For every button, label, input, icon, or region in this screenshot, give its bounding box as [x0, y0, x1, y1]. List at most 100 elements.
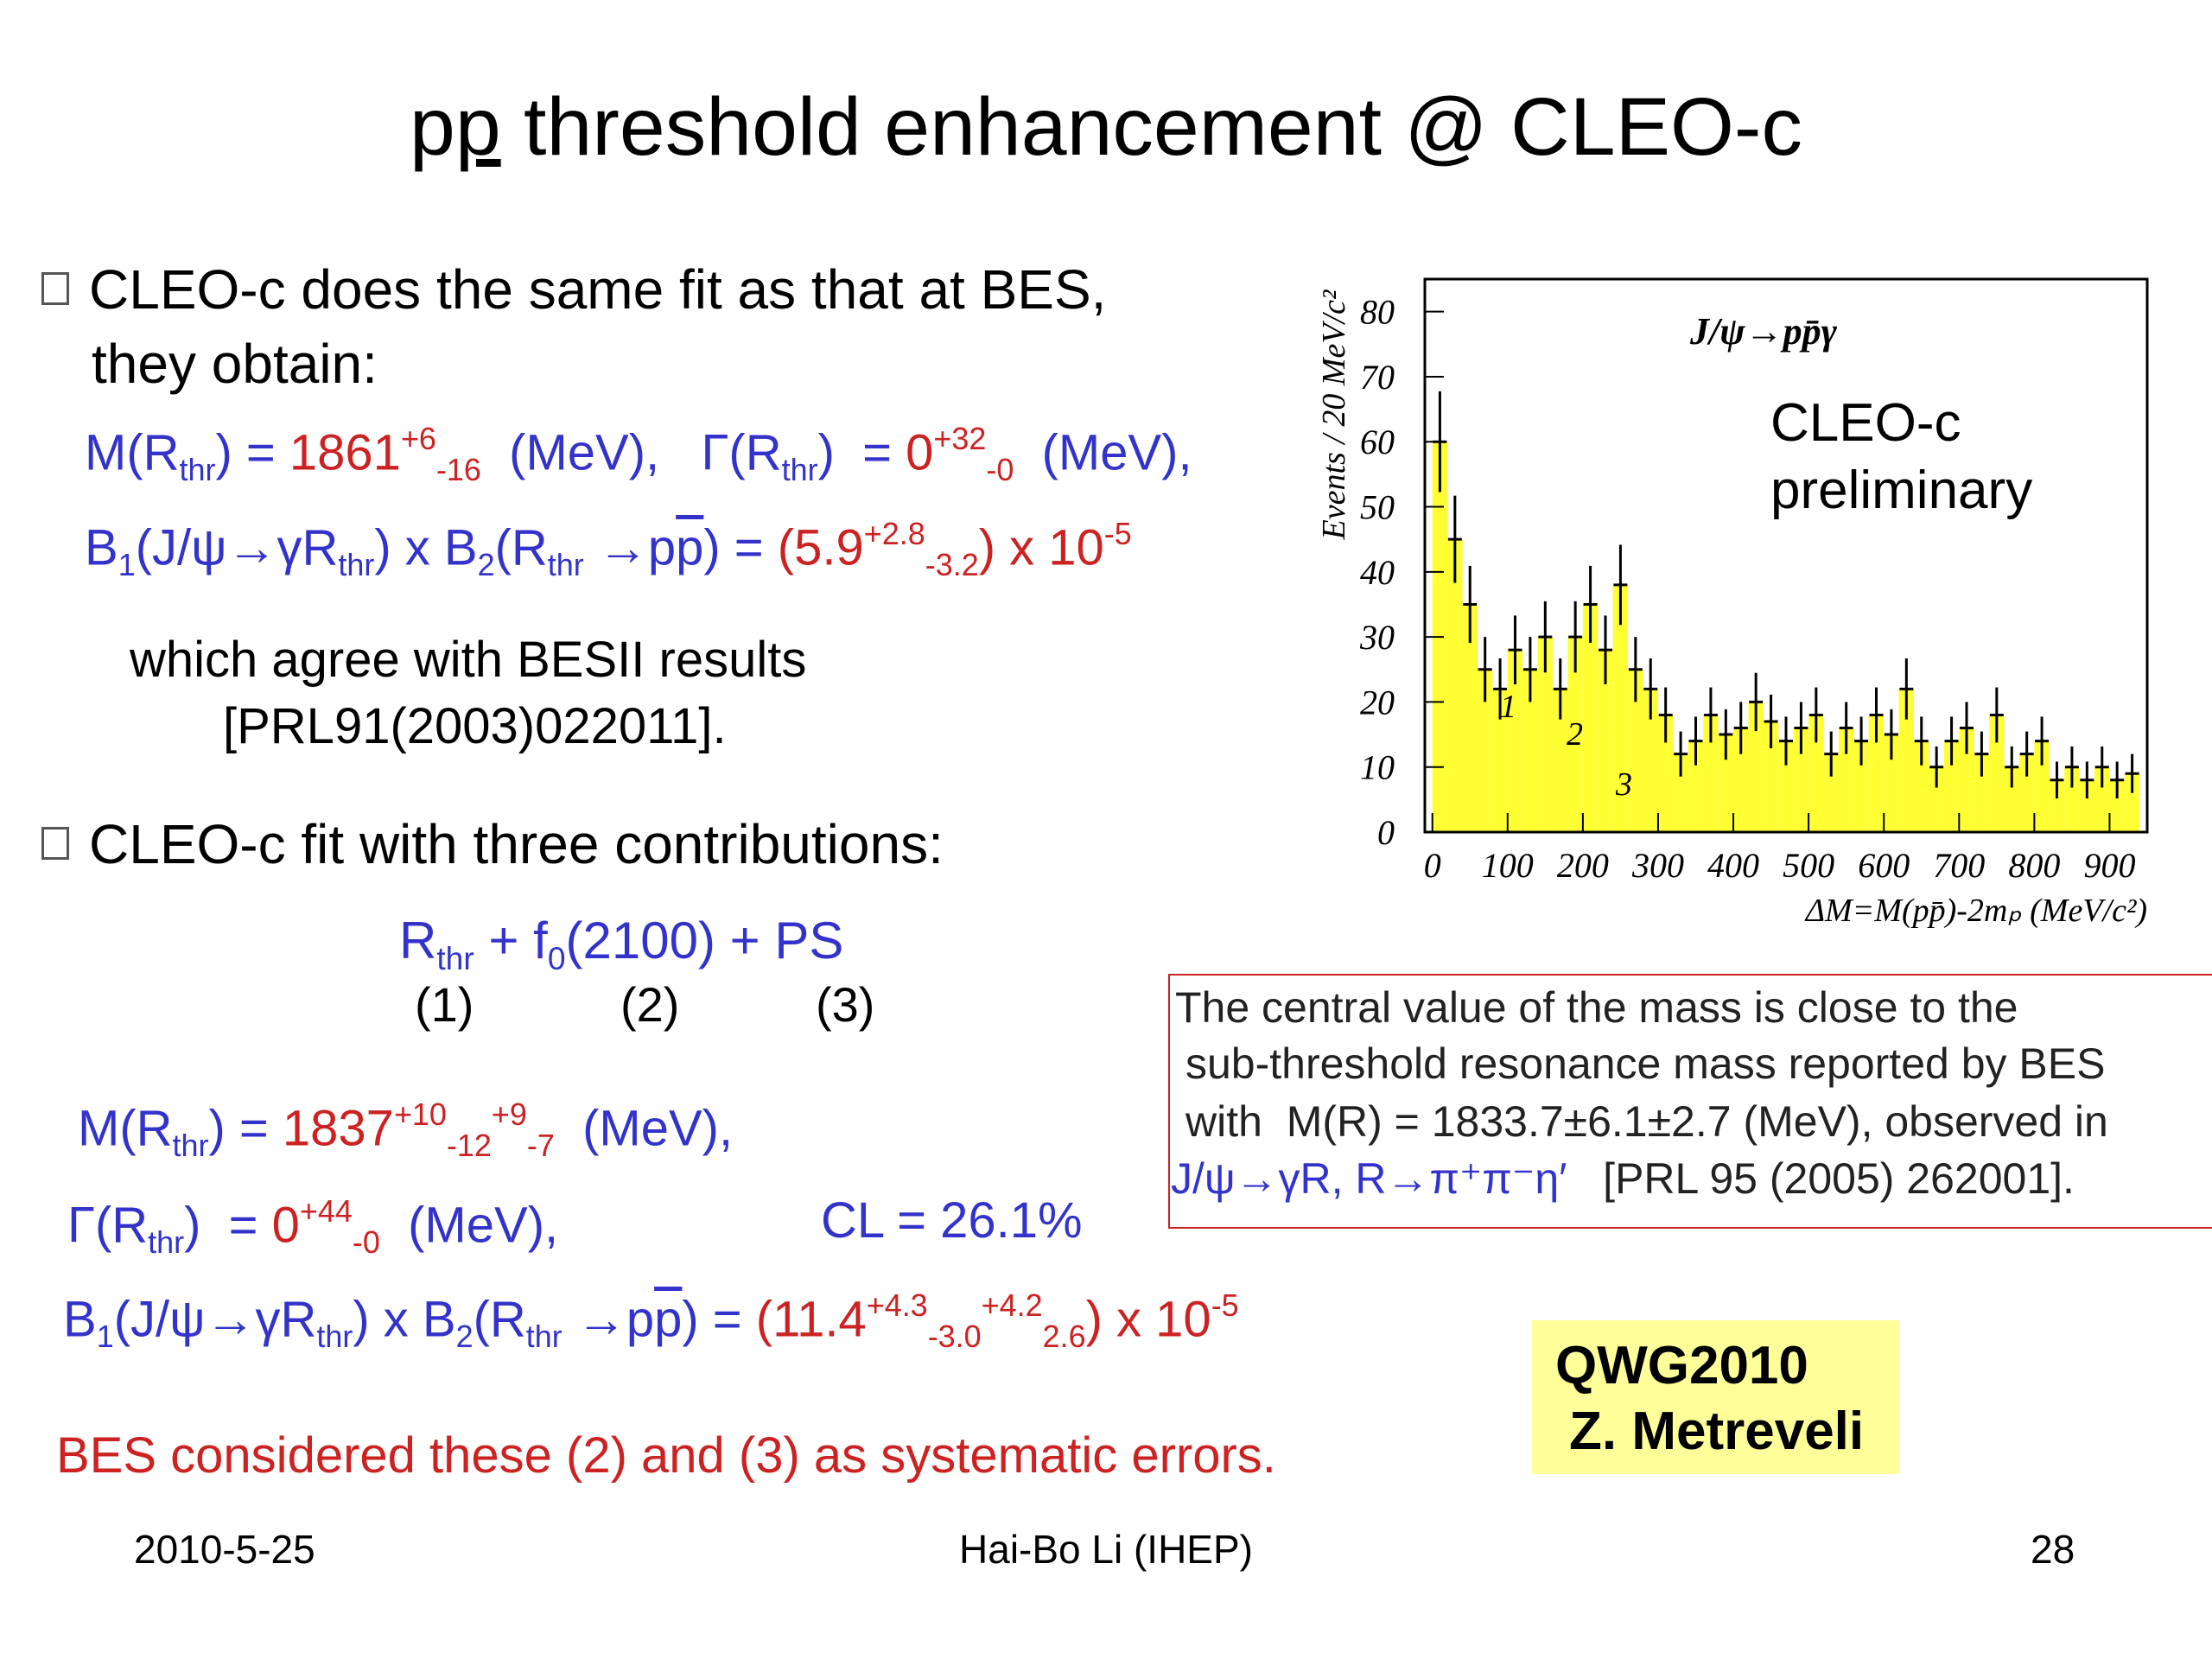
text-run: ) =: [817, 424, 906, 481]
credit-text: QWG2010: [1555, 1336, 1808, 1395]
text-run: ) =: [215, 424, 289, 481]
data-point: [1929, 746, 1944, 788]
component-label: 3: [1615, 766, 1632, 803]
credit-box: [1532, 1320, 1899, 1474]
formula: Γ(Rthr) = 0+44-0 (MeV),: [67, 1196, 558, 1258]
data-point: [1613, 544, 1628, 626]
plot-title: J/ψ→pp̄γ: [1689, 310, 1838, 353]
data-point: [2050, 761, 2064, 799]
text-run: -0: [986, 451, 1014, 487]
histogram-bar: [1748, 702, 1764, 832]
bullet-text: they obtain:: [92, 333, 378, 395]
text-run: + f: [474, 912, 548, 969]
text-run: ): [978, 519, 996, 576]
histogram-bar: [1598, 650, 1613, 832]
component-label: 1: [1500, 689, 1516, 725]
text-run: -3.0: [927, 1318, 982, 1354]
histogram-bar: [2064, 766, 2080, 832]
histogram-bar: [1628, 669, 1643, 832]
note-text: with M(R) = 1833.7±6.1±2.7 (MeV), observ…: [1185, 1097, 2108, 1146]
y-tick-label: 10: [1360, 748, 1395, 787]
x-tick-label: 700: [1933, 846, 1985, 885]
text-run: ) =: [208, 1100, 283, 1157]
x-tick-label: 0: [1424, 846, 1441, 885]
x-axis-label: ΔM=M(pp̄)-2mₚ (MeV/c²): [1804, 893, 2147, 929]
histogram-bar: [1612, 584, 1629, 832]
text-run: +2.8: [863, 516, 925, 551]
data-point: [1884, 709, 1898, 760]
text-run: (R: [494, 519, 548, 576]
data-point: [1808, 687, 1823, 743]
text-run: B: [63, 1291, 97, 1348]
conclusion: BES considered these (2) and (3) as syst…: [56, 1427, 1276, 1484]
histogram-bar: [1868, 715, 1885, 832]
text-run: Γ(R: [67, 1197, 149, 1254]
y-tick-label: 20: [1360, 683, 1395, 721]
data-point: [1674, 731, 1688, 777]
text-run: 2.6: [1042, 1318, 1086, 1354]
histogram-bar: [1959, 728, 1974, 832]
text-run: ) =: [682, 1291, 756, 1348]
text-run: 1: [118, 546, 136, 582]
text-run: →p: [583, 519, 677, 576]
text-run: M(R: [85, 424, 180, 481]
text-run: (J/ψ→γR: [135, 519, 339, 576]
text-run: R: [399, 912, 437, 969]
data-point: [1447, 495, 1462, 583]
text-run: p: [409, 81, 455, 173]
x-tick-label: 200: [1557, 846, 1609, 885]
text-run: thr: [525, 1318, 563, 1354]
x-tick-label: 400: [1707, 846, 1759, 885]
x-tick-label: 600: [1858, 846, 1910, 885]
data-point: [1899, 658, 1914, 720]
text-run: +6: [400, 421, 436, 456]
data-point: [1719, 709, 1733, 760]
text-run: thr: [179, 451, 216, 487]
data-point: [1703, 687, 1718, 743]
histogram-bar: [2109, 779, 2125, 832]
text-run: ) =: [703, 519, 778, 576]
component-label: 2: [1567, 716, 1583, 753]
data-point: [1824, 731, 1839, 777]
histogram-bar: [1823, 753, 1839, 832]
x-tick-label: 900: [2083, 846, 2135, 885]
text-run: +9: [491, 1096, 527, 1132]
histogram-bar: [2049, 779, 2065, 832]
text-run: thr: [436, 940, 474, 977]
x-tick-label: 500: [1783, 846, 1834, 885]
text-run: -0: [352, 1224, 380, 1260]
histogram-bar: [1718, 734, 1734, 832]
text: [PRL91(2003)022011].: [223, 698, 727, 754]
formula: M(Rthr) = 1861+6-16 (MeV), Γ(Rthr) = 0+3…: [85, 423, 1192, 486]
formula: B1(J/ψ→γRthr) x B2(Rthr →pp) = (5.9+2.8-…: [85, 518, 1132, 581]
y-tick-label: 0: [1377, 813, 1395, 852]
data-point: [2064, 746, 2079, 788]
y-tick-label: 40: [1360, 553, 1395, 592]
y-tick-label: 80: [1360, 293, 1395, 332]
text-run: ) x B: [374, 519, 478, 576]
data-point: [1628, 637, 1643, 702]
text-run: ): [1085, 1291, 1103, 1348]
histogram-bar: [1688, 741, 1704, 832]
text-run: -7: [526, 1127, 555, 1163]
histogram-bar: [1898, 689, 1915, 832]
data-point: [1599, 615, 1612, 685]
histogram-bar: [1793, 728, 1809, 832]
plot-frame: [1423, 277, 2149, 834]
data-point: [1493, 658, 1508, 720]
histogram-bar: [1522, 669, 1538, 832]
data-point: [2125, 753, 2139, 793]
data-point: [1779, 716, 1793, 766]
data-point: [1688, 716, 1703, 766]
data-point: [1974, 731, 1989, 777]
data-point: [2019, 731, 2034, 777]
text-run: (MeV),: [379, 1197, 559, 1254]
text-run: +4.2: [981, 1287, 1043, 1323]
histogram-bar: [1537, 637, 1554, 832]
histogram-bar: [1853, 741, 1869, 832]
text-run: -5: [1103, 516, 1132, 551]
histogram-bar: [1507, 650, 1523, 832]
histogram-bar: [2079, 779, 2095, 832]
histogram-bar: [1643, 689, 1658, 832]
